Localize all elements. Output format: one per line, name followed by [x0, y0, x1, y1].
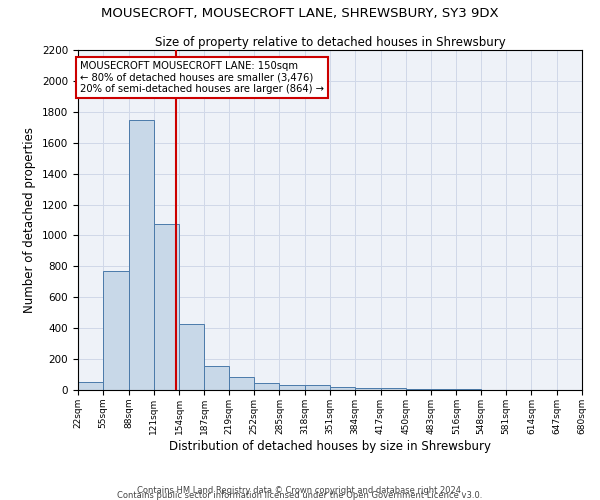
X-axis label: Distribution of detached houses by size in Shrewsbury: Distribution of detached houses by size …: [169, 440, 491, 452]
Bar: [355, 388, 380, 390]
Text: Contains public sector information licensed under the Open Government Licence v3: Contains public sector information licen…: [118, 491, 482, 500]
Bar: [406, 389, 431, 390]
Bar: [305, 386, 330, 390]
Bar: [103, 271, 128, 390]
Y-axis label: Number of detached properties: Number of detached properties: [23, 127, 37, 313]
Bar: [154, 224, 179, 390]
Bar: [229, 377, 254, 390]
Bar: [179, 324, 205, 390]
Bar: [431, 389, 457, 390]
Bar: [280, 384, 305, 390]
Text: MOUSECROFT, MOUSECROFT LANE, SHREWSBURY, SY3 9DX: MOUSECROFT, MOUSECROFT LANE, SHREWSBURY,…: [101, 8, 499, 20]
Bar: [330, 387, 355, 390]
Title: Size of property relative to detached houses in Shrewsbury: Size of property relative to detached ho…: [155, 36, 505, 49]
Bar: [78, 382, 103, 390]
Bar: [254, 383, 280, 390]
Text: MOUSECROFT MOUSECROFT LANE: 150sqm
← 80% of detached houses are smaller (3,476)
: MOUSECROFT MOUSECROFT LANE: 150sqm ← 80%…: [80, 61, 324, 94]
Bar: [128, 120, 154, 390]
Bar: [205, 366, 229, 390]
Text: Contains HM Land Registry data © Crown copyright and database right 2024.: Contains HM Land Registry data © Crown c…: [137, 486, 463, 495]
Bar: [380, 388, 406, 390]
